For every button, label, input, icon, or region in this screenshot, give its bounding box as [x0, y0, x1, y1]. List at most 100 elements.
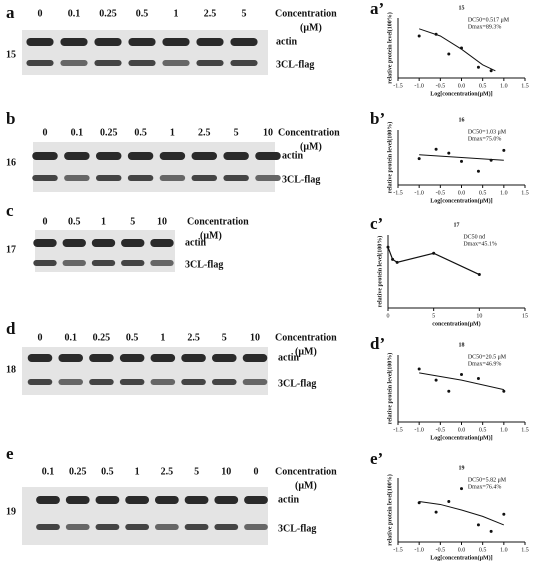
x-tick-label: -1.0	[414, 83, 424, 89]
band-label: actin	[185, 237, 207, 248]
data-point	[434, 378, 438, 382]
data-point	[417, 501, 421, 505]
concentration-unit: (μM)	[300, 141, 322, 152]
band	[181, 354, 206, 362]
y-axis-label: relative protein level(100%)	[376, 236, 383, 307]
band	[27, 354, 53, 362]
concentration-label: 2.5	[161, 466, 174, 477]
band	[119, 379, 145, 385]
band-label: 3CL-flag	[278, 523, 316, 534]
x-tick-label: 0.0	[458, 547, 466, 553]
concentration-label: 0.1	[71, 127, 84, 138]
band	[184, 496, 209, 504]
x-tick-label: -0.5	[436, 547, 446, 553]
data-point	[502, 512, 506, 516]
x-axis-label: Log[concentration(μM)]	[430, 554, 492, 561]
data-line	[387, 246, 480, 276]
band	[214, 496, 239, 504]
concentration-header: Concentration	[278, 127, 340, 138]
concentration-unit: (μM)	[295, 346, 317, 357]
data-point	[476, 523, 480, 527]
panel-letter: a	[6, 3, 15, 22]
panel-letter: a’	[370, 0, 384, 18]
band	[154, 496, 179, 504]
concentration-label: 0.1	[68, 8, 81, 19]
concentration-label: 0.5	[126, 332, 139, 343]
concentration-label: 0.1	[42, 466, 55, 477]
band	[230, 60, 258, 66]
chart-title: 18	[459, 342, 465, 348]
y-axis-label: relative protein level(100%)	[386, 353, 393, 424]
concentration-label: 1	[101, 216, 106, 227]
blot-image	[33, 142, 275, 192]
x-tick-label: -0.5	[436, 83, 446, 89]
x-tick-label: 0.0	[458, 190, 466, 196]
chart-title: 19	[459, 465, 465, 471]
annotation: DC50=20.5 μM	[468, 354, 507, 360]
band	[230, 38, 258, 46]
y-axis-label: relative protein level(100%)	[386, 122, 393, 193]
x-tick-label: 15	[522, 313, 528, 319]
concentration-label: 0.5	[68, 216, 81, 227]
concentration-label: 0	[43, 216, 48, 227]
data-point	[477, 273, 481, 277]
blot-image	[22, 487, 268, 545]
annotation: DC50=1.03 μM	[468, 129, 507, 135]
x-tick-label: -1.0	[414, 547, 424, 553]
concentration-label: 0.1	[64, 332, 77, 343]
chart-title: 15	[459, 5, 465, 11]
data-point	[489, 69, 493, 73]
x-tick-label: 1.5	[521, 190, 529, 196]
band	[184, 524, 209, 530]
data-point	[447, 499, 451, 503]
data-point	[434, 510, 438, 514]
data-point	[502, 389, 506, 393]
x-tick-label: 0.5	[479, 190, 487, 196]
annotation: Dmax=76.4%	[468, 484, 502, 490]
data-point	[386, 245, 390, 249]
band-label: 3CL-flag	[276, 59, 314, 70]
x-tick-label: 1.5	[521, 83, 529, 89]
band-label: actin	[278, 494, 300, 505]
concentration-unit: (μM)	[300, 22, 322, 33]
x-tick-label: 1.0	[500, 547, 508, 553]
x-tick-label: 5	[432, 313, 435, 319]
band	[150, 260, 174, 266]
data-point	[489, 158, 493, 162]
band	[65, 524, 90, 530]
band	[242, 354, 268, 362]
band	[191, 175, 218, 181]
annotation: DC50=5.82 μM	[468, 477, 507, 483]
annotation: Dmax=46.9%	[468, 361, 502, 367]
x-tick-label: 0.5	[479, 83, 487, 89]
x-tick-label: -0.5	[436, 427, 446, 433]
annotation: Dmax=45.1%	[463, 241, 497, 247]
concentration-unit: (μM)	[200, 230, 222, 241]
concentration-label: 0.25	[100, 127, 118, 138]
band	[91, 260, 116, 266]
data-point	[417, 367, 421, 371]
concentration-unit: (μM)	[295, 480, 317, 491]
x-tick-label: 1.0	[500, 190, 508, 196]
band-label: 3CL-flag	[278, 378, 316, 389]
band	[33, 239, 57, 247]
band	[191, 152, 218, 160]
data-point	[476, 376, 480, 380]
band	[223, 175, 249, 181]
compound-label: 18	[6, 364, 16, 375]
concentration-label: 1	[135, 466, 140, 477]
data-point	[447, 52, 451, 56]
concentration-label: 2.5	[204, 8, 217, 19]
band	[65, 496, 90, 504]
band	[159, 175, 186, 181]
band	[181, 379, 206, 385]
x-tick-label: -1.5	[393, 190, 403, 196]
panel-letter: e’	[370, 449, 383, 468]
band-label: actin	[276, 36, 298, 47]
x-axis-label: concentration(μM)	[432, 320, 480, 327]
band	[26, 60, 54, 66]
band	[64, 175, 90, 181]
band	[244, 496, 268, 504]
concentration-label: 0.25	[69, 466, 87, 477]
concentration-label: 1	[170, 127, 175, 138]
